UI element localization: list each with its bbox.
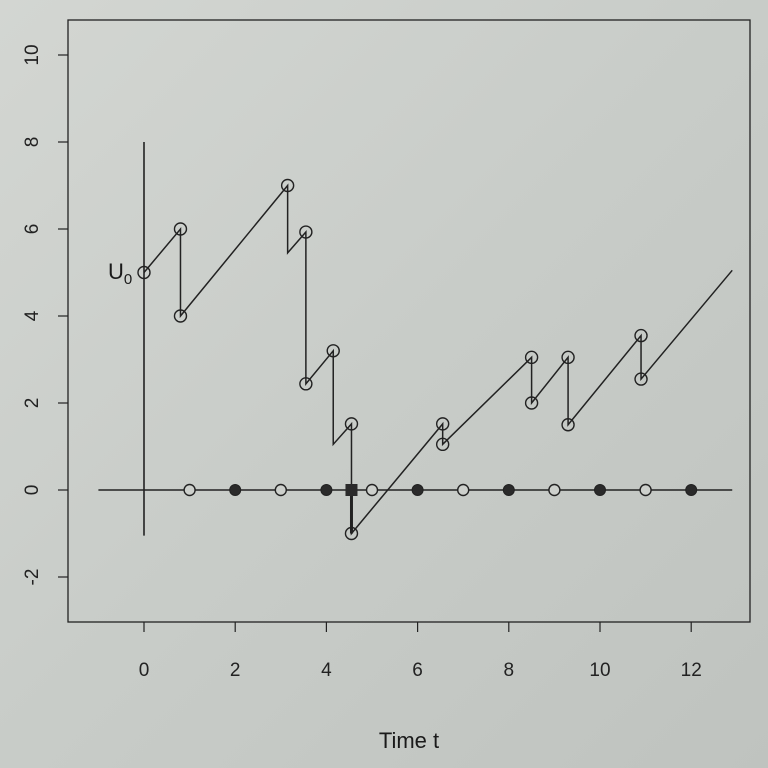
path-point: [561, 418, 575, 432]
axis-filled-point: [594, 484, 606, 496]
path-point: [634, 372, 648, 386]
y-tick-label: 0: [22, 485, 43, 496]
x-tick-label: 6: [412, 660, 423, 681]
path-point: [524, 350, 539, 365]
axis-open-point: [274, 483, 287, 497]
axis-open-point: [183, 483, 196, 497]
y-tick-label: 6: [22, 224, 43, 235]
axis-open-point: [639, 483, 652, 497]
x-tick-label: 10: [589, 660, 610, 681]
path-point: [299, 225, 313, 239]
path-point: [173, 309, 188, 323]
path-point: [524, 396, 539, 410]
x-tick-label: 12: [681, 660, 702, 681]
path-point: [435, 417, 450, 431]
axis-filled-point: [502, 484, 515, 496]
y-tick-label: -2: [22, 569, 43, 586]
x-tick-label: 8: [504, 660, 515, 681]
x-axis-label: Time t: [379, 728, 439, 753]
axis-filled-point: [229, 484, 242, 496]
axis-filled-point: [320, 484, 333, 496]
axis-open-point: [548, 483, 561, 497]
path-point: [344, 526, 359, 541]
plot-frame: [67, 19, 751, 623]
axis-open-point: [365, 483, 379, 497]
path-point: [173, 222, 188, 236]
surplus-path: [143, 183, 733, 536]
axis-filled-point: [685, 484, 698, 496]
path-point: [137, 265, 151, 280]
path-point: [280, 178, 295, 193]
u0-annotation: U0: [108, 259, 132, 288]
x-tick-label: 0: [139, 660, 150, 681]
path-point: [561, 350, 575, 365]
axis-filled-point: [411, 484, 424, 496]
axis-open-point: [457, 483, 470, 497]
ruin-square-point: [345, 484, 358, 496]
path-point: [344, 417, 359, 431]
x-tick-label: 4: [321, 660, 332, 681]
y-tick-label: 4: [22, 310, 43, 321]
y-tick-label: 10: [22, 44, 43, 65]
path-point: [435, 437, 450, 452]
x-tick-label: 2: [230, 660, 241, 681]
path-point: [299, 377, 313, 391]
path-point: [326, 344, 340, 358]
path-point: [634, 328, 648, 343]
y-tick-label: 2: [22, 398, 43, 409]
y-tick-label: 8: [22, 137, 43, 148]
